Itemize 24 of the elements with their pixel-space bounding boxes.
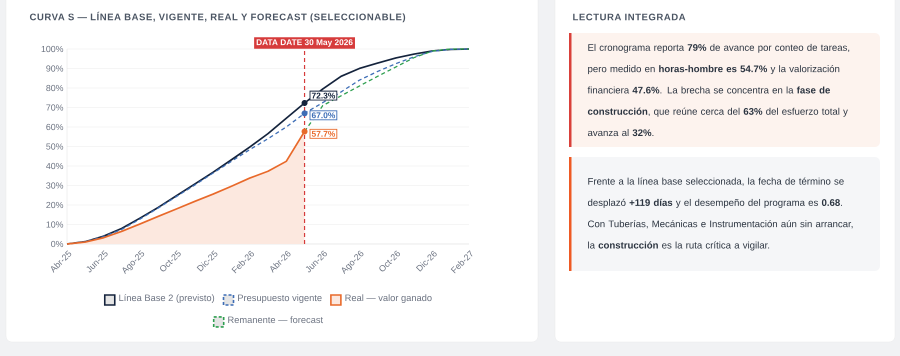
y-tick-label: 90% <box>46 65 64 72</box>
y-tick-label: 60% <box>46 124 64 130</box>
data-label: 72.3% <box>312 92 336 99</box>
text: Frente a la línea base seleccionada, la fecha de término se desplazó +119 días y el desempeño del programa es 0.68. Con Tuberías, Mecánicas e Instrumentación aún sin arrancar, la construcción es la ruta crítica a vigilar. <box>588 178 853 250</box>
line-series <box>66 48 470 245</box>
text: El cronograma reporta 79% de avance por conteo de tareas, pero medido en horas-hombre es 54.7% y la valorización financiera 47.6%. La brecha se concentra en la fase de construcción, que reúne cerca del 63% del esfuerzo total y avanza al 32%. <box>588 44 850 136</box>
legend-label: Presupuesto vigente <box>238 294 322 303</box>
y-tick-label: 100% <box>42 46 64 52</box>
y-tick-label: 80% <box>46 84 64 92</box>
data-label: 67.0% <box>312 112 336 118</box>
y-tick-label: 70% <box>46 104 64 111</box>
y-tick-label: 30% <box>46 182 64 189</box>
chart-title: CURVA S — LÍNEA BASE, VIGENTE, REAL Y FORECAST (SELECCIONABLE) <box>30 12 406 22</box>
text: LECTURA INTEGRADA <box>573 14 686 20</box>
y-tick-label: 0% <box>51 240 64 248</box>
legend-label: Real — valor ganado <box>345 294 432 303</box>
legend-label: Remanente — forecast <box>228 316 324 324</box>
y-tick-label: 50% <box>46 143 64 150</box>
y-tick-label: 10% <box>46 221 64 228</box>
y-tick-label: 40% <box>46 162 64 170</box>
legend-label: Línea Base 2 (previsto) <box>119 294 214 303</box>
y-tick-label: 20% <box>46 202 64 208</box>
ref-line-label: DATA DATE 30 May 2026 <box>256 39 353 47</box>
data-label: 57.7% <box>312 130 336 137</box>
